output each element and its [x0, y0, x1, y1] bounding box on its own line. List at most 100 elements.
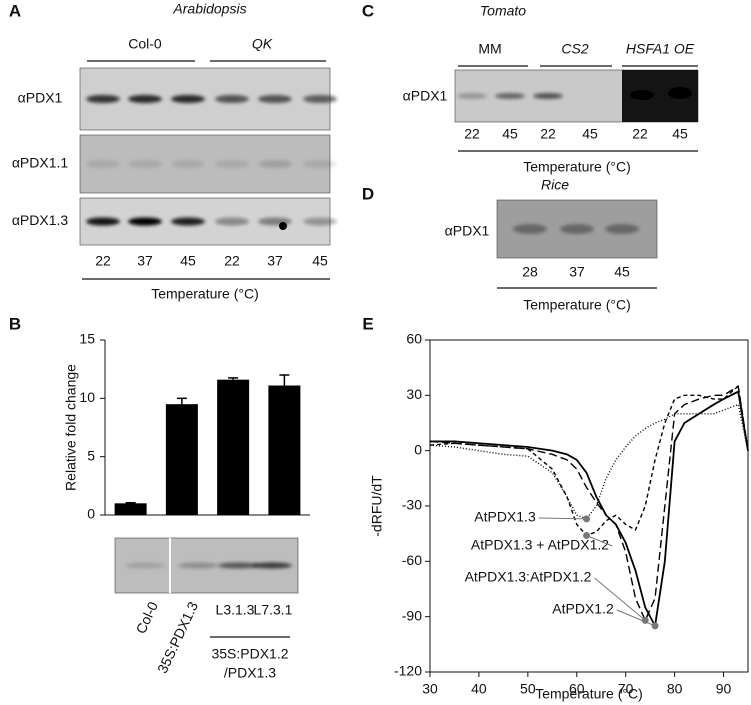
bar [114, 503, 147, 515]
band [86, 217, 120, 226]
label: 45 [672, 126, 688, 142]
band [215, 95, 249, 103]
annotation-dot [583, 532, 591, 540]
x-tick-label: 90 [716, 681, 732, 697]
category-label: L7.3.1 [254, 602, 293, 618]
band [215, 217, 249, 226]
y-tick-label: 5 [87, 447, 95, 463]
band [128, 160, 162, 168]
annotation-dot [641, 616, 649, 624]
blot-spot [279, 222, 287, 230]
band [86, 95, 120, 103]
label: Temperature (°C) [523, 159, 631, 175]
plot-frame [429, 339, 749, 673]
band [86, 160, 120, 168]
leader [594, 577, 646, 621]
annotation: AtPDX1.2 [552, 601, 614, 617]
label: 22 [632, 126, 648, 142]
band [303, 160, 337, 168]
band [513, 224, 547, 234]
y-tick-label: -60 [402, 552, 422, 568]
label: Tomato [480, 3, 526, 19]
band [668, 87, 692, 99]
label: HSFA1 OE [626, 41, 695, 57]
label: D [362, 184, 374, 203]
x-tick-label: 80 [667, 681, 683, 697]
label: 45 [312, 253, 328, 269]
x-tick-label: 70 [618, 681, 634, 697]
band [495, 93, 525, 99]
label: 35S:PDX1.2 [211, 646, 288, 662]
label: Col-0 [128, 36, 162, 52]
label: MM [478, 41, 501, 57]
band [303, 217, 337, 226]
category-label: Col-0 [132, 599, 161, 636]
y-axis-label: Relative fold change [63, 364, 79, 491]
category-label: 35S:PDX1.3 [154, 599, 201, 676]
line-series [429, 384, 749, 623]
label: αPDX1.3 [12, 212, 69, 228]
band [630, 90, 654, 100]
y-tick-label: 30 [406, 386, 422, 402]
label: 45 [614, 264, 630, 280]
label: 37 [137, 253, 153, 269]
label: 28 [522, 264, 538, 280]
band [171, 160, 205, 168]
label: Rice [541, 177, 569, 193]
band [303, 95, 337, 103]
band [560, 224, 594, 234]
band [171, 95, 205, 103]
x-tick-label: 30 [422, 681, 438, 697]
label: 22 [224, 253, 240, 269]
band [218, 562, 258, 569]
label: 45 [582, 126, 598, 142]
band [258, 217, 292, 226]
annotation-dot [651, 622, 659, 630]
annotation: AtPDX1.3:AtPDX1.2 [465, 569, 592, 585]
band [128, 217, 162, 226]
band [178, 562, 218, 569]
y-tick-label: 15 [79, 331, 95, 347]
band [605, 224, 639, 234]
label: 45 [180, 253, 196, 269]
label: CS2 [561, 41, 588, 57]
label: αPDX1 [403, 88, 448, 104]
label: A [9, 1, 21, 20]
label: Arabidopsis [172, 1, 246, 17]
band [215, 160, 249, 168]
line-series [429, 384, 749, 537]
band [128, 95, 162, 103]
x-tick-label: 60 [569, 681, 585, 697]
annotation: AtPDX1.3 [474, 509, 536, 525]
label: Temperature (°C) [523, 297, 631, 313]
y-tick-label: 0 [414, 441, 422, 457]
y-tick-label: 10 [79, 389, 95, 405]
label: QK [252, 36, 273, 52]
bar [165, 404, 198, 515]
band [457, 93, 487, 99]
y-tick-label: -30 [402, 497, 422, 513]
label: B [9, 314, 21, 333]
line-series [429, 403, 749, 520]
leader [586, 535, 613, 547]
line-series [430, 390, 749, 629]
y-tick-label: -120 [394, 663, 422, 679]
band [125, 562, 165, 569]
label: /PDX1.3 [224, 665, 276, 681]
y-tick-label: -90 [402, 607, 422, 623]
label: 22 [464, 126, 480, 142]
x-axis-label: Temperature (°C) [535, 686, 643, 702]
label: Temperature (°C) [151, 286, 259, 302]
label: 37 [569, 264, 585, 280]
leader [616, 609, 656, 627]
label: 22 [95, 253, 111, 269]
y-tick-label: 60 [406, 331, 422, 347]
label: E [362, 314, 373, 333]
blot-divider [169, 538, 171, 593]
band [252, 562, 292, 569]
x-tick-label: 50 [520, 681, 536, 697]
label: αPDX1 [445, 223, 490, 239]
label: 37 [267, 253, 283, 269]
